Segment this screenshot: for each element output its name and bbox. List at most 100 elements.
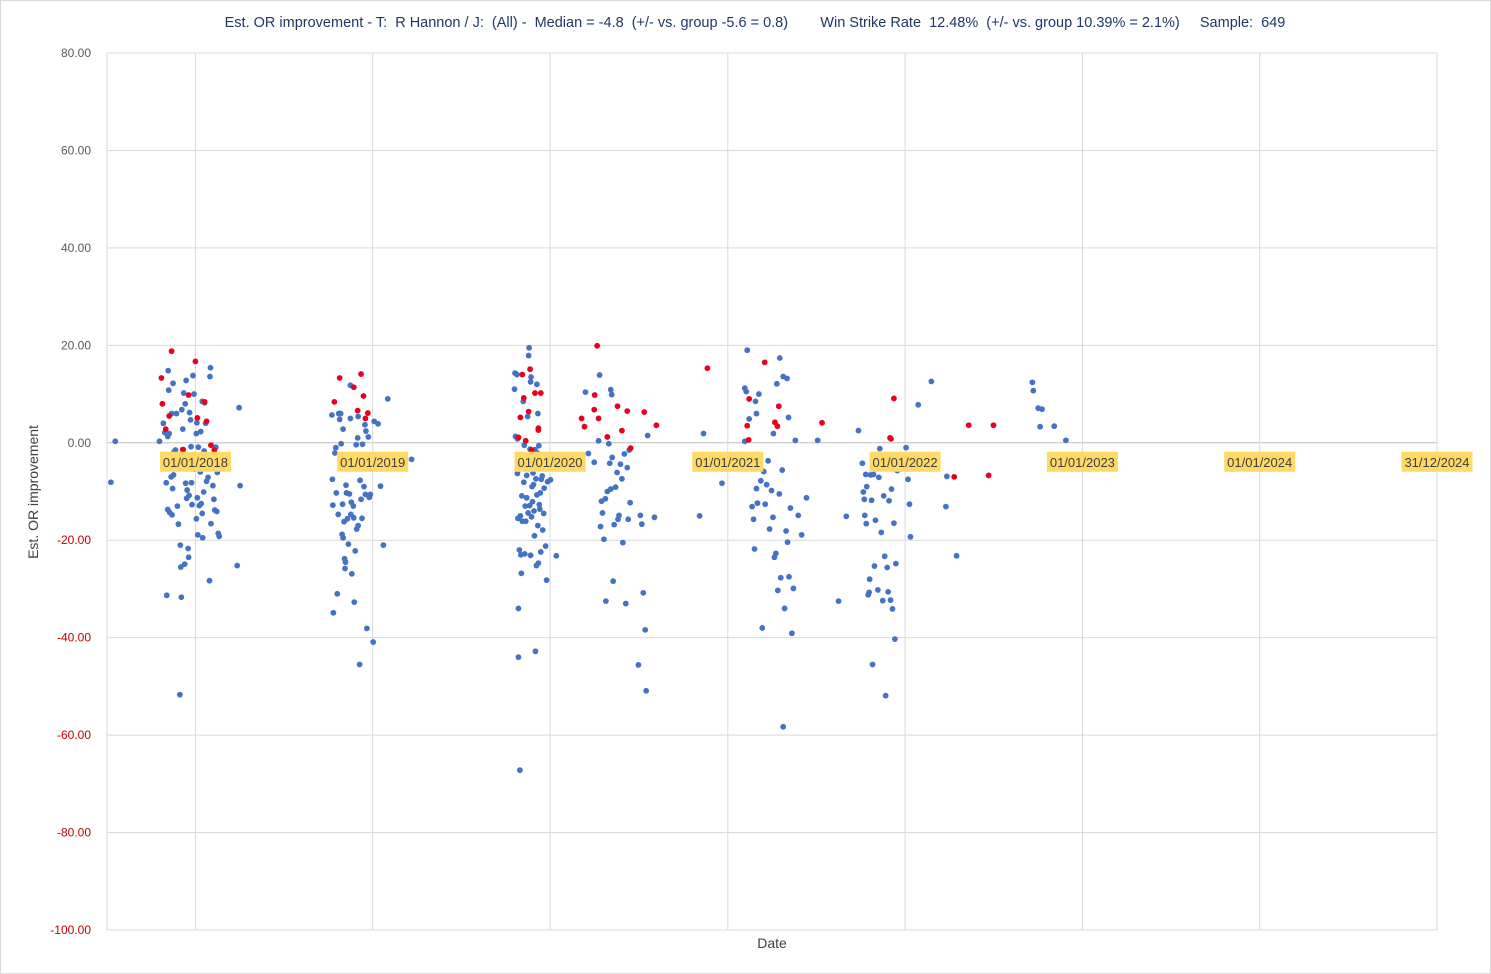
data-point-others: [611, 521, 618, 528]
data-point-others: [193, 430, 200, 437]
data-point-others: [891, 520, 897, 527]
y-tick-label: -100.00: [50, 923, 91, 937]
data-point-others: [651, 514, 658, 521]
data-point-others: [525, 510, 532, 516]
data-point-others: [515, 605, 522, 612]
data-point-winners: [331, 398, 338, 405]
data-point-winners: [581, 423, 588, 430]
data-point-others: [543, 577, 550, 584]
data-point-others: [798, 531, 805, 538]
data-point-others: [331, 450, 338, 456]
data-point-others: [359, 515, 365, 522]
data-point-others: [363, 625, 370, 632]
data-point-others: [625, 516, 632, 523]
data-point-others: [370, 639, 377, 645]
data-point-others: [536, 501, 543, 508]
data-point-others: [170, 380, 176, 387]
data-point-winners: [594, 342, 601, 349]
data-point-others: [533, 381, 540, 388]
data-point-others: [889, 606, 896, 612]
data-point-others: [334, 590, 341, 597]
data-point-others: [537, 549, 544, 555]
data-point-others: [642, 626, 649, 633]
data-point-others: [880, 492, 887, 499]
data-point-others: [863, 483, 870, 490]
data-points: [107, 342, 1069, 774]
data-point-others: [515, 654, 522, 661]
data-point-others: [521, 550, 528, 557]
date-label: 31/12/2024: [1404, 455, 1469, 470]
data-point-others: [340, 534, 346, 541]
data-point-others: [866, 576, 873, 583]
data-point-others: [773, 380, 780, 387]
data-point-others: [905, 476, 911, 483]
data-point-winners: [746, 396, 753, 402]
data-point-others: [783, 528, 789, 534]
data-point-winners: [891, 395, 897, 402]
data-point-others: [514, 470, 521, 477]
data-point-others: [195, 444, 202, 451]
data-point-others: [185, 545, 192, 552]
y-tick-label: 40.00: [61, 241, 91, 255]
data-point-others: [335, 511, 342, 518]
data-point-others: [343, 482, 349, 489]
data-point-others: [182, 400, 189, 407]
data-point-others: [619, 475, 625, 482]
data-point-others: [719, 480, 725, 487]
date-label: 01/01/2021: [695, 455, 760, 470]
data-point-others: [1030, 387, 1037, 394]
data-point-others: [780, 723, 787, 730]
data-point-winners: [192, 358, 199, 365]
data-point-others: [213, 508, 220, 515]
data-point-winners: [208, 442, 214, 449]
data-point-winners: [360, 393, 367, 399]
data-point-others: [193, 515, 200, 522]
date-label: 01/01/2024: [1227, 455, 1292, 470]
data-point-others: [843, 513, 850, 520]
data-point-others: [752, 398, 759, 405]
data-point-others: [236, 404, 243, 411]
data-point-others: [536, 506, 543, 512]
data-point-others: [1039, 406, 1045, 413]
data-point-others: [539, 473, 546, 479]
data-point-others: [870, 471, 877, 478]
data-point-others: [768, 487, 775, 494]
data-point-others: [637, 512, 644, 519]
data-point-others: [367, 491, 374, 498]
data-point-others: [338, 440, 345, 447]
data-point-others: [614, 469, 620, 476]
data-point-others: [534, 410, 541, 417]
data-point-others: [174, 503, 181, 510]
data-point-others: [790, 585, 797, 592]
data-point-winners: [168, 348, 175, 355]
data-point-others: [330, 609, 337, 616]
data-point-others: [188, 443, 194, 450]
date-label-bg: [514, 451, 586, 472]
date-label: 01/01/2018: [163, 455, 228, 470]
data-point-others: [516, 767, 523, 774]
y-tick-label: 80.00: [61, 46, 91, 60]
data-point-others: [332, 444, 339, 451]
data-point-others: [640, 589, 647, 596]
data-point-others: [186, 492, 192, 499]
data-point-others: [517, 512, 524, 519]
data-point-others: [599, 510, 606, 516]
data-point-others: [514, 371, 520, 378]
data-point-others: [862, 471, 869, 478]
data-point-winners: [535, 427, 542, 434]
data-point-others: [199, 510, 206, 517]
data-point-others: [774, 587, 781, 594]
data-point-others: [237, 482, 243, 489]
data-point-others: [585, 450, 592, 457]
data-point-others: [530, 481, 537, 488]
data-point-others: [591, 459, 598, 466]
data-point-others: [522, 503, 529, 510]
data-point-winners: [364, 410, 371, 416]
data-point-others: [786, 573, 792, 580]
data-point-others: [207, 373, 213, 380]
data-point-others: [606, 460, 613, 467]
date-label-bg: [1401, 451, 1473, 472]
data-point-others: [206, 577, 213, 584]
data-point-others: [342, 565, 348, 572]
